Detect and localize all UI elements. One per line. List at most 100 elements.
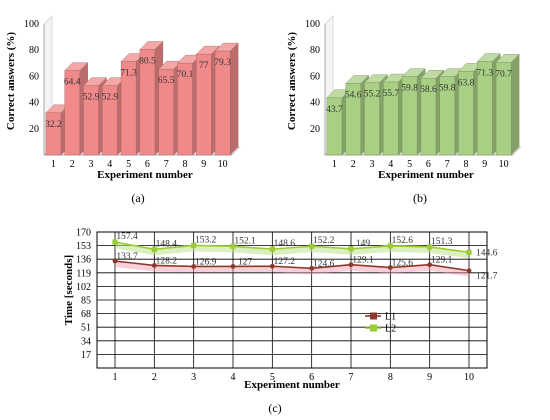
legend-label: L1 [385, 312, 396, 323]
bar [420, 78, 437, 156]
data-label: 151.3 [431, 237, 453, 247]
data-label: 152.1 [234, 236, 256, 246]
legend-label: L2 [385, 324, 396, 335]
data-label: 54.6 [345, 90, 362, 100]
data-label: 152.6 [392, 236, 414, 246]
bar [177, 62, 193, 156]
data-label: 52.9 [101, 93, 118, 103]
y-tick-label: 20 [29, 124, 39, 135]
y-tick-label: 119 [76, 268, 91, 279]
data-point [387, 243, 393, 249]
y-tick-label: 85 [81, 296, 91, 307]
data-point [191, 264, 197, 269]
x-tick-label: 1 [51, 159, 56, 170]
data-label: 148.6 [274, 239, 296, 249]
x-tick-label: 2 [351, 159, 356, 170]
x-tick-label: 10 [499, 159, 509, 170]
bar [45, 112, 62, 156]
data-label: 43.7 [326, 105, 343, 115]
data-label: 32.2 [45, 120, 62, 130]
x-tick-label: 4 [231, 372, 236, 383]
data-label: 80.5 [139, 57, 156, 67]
bar [364, 82, 380, 156]
x-tick-label: 8 [464, 159, 469, 170]
bar [458, 71, 474, 156]
x-tick-label: 8 [183, 159, 188, 170]
data-point [466, 268, 472, 274]
data-label: 148.4 [156, 239, 178, 249]
y-tick-label: 102 [76, 282, 91, 293]
data-label: 129.1 [431, 256, 453, 266]
data-label: 124.6 [313, 259, 335, 269]
x-tick-label: 9 [482, 159, 487, 170]
data-label: 59.8 [439, 84, 456, 94]
x-axis-title-c: Experiment number [244, 379, 340, 391]
x-tick-label: 6 [309, 372, 314, 383]
data-label: 71.3 [120, 69, 137, 79]
data-label: 153.2 [195, 235, 217, 245]
data-point [427, 262, 433, 268]
bar [326, 97, 343, 156]
y-tick-label: 40 [310, 98, 320, 109]
x-tick-label: 5 [126, 159, 131, 170]
x-tick-label: 4 [388, 159, 393, 170]
series-line [114, 241, 470, 254]
data-label: 70.7 [495, 69, 512, 79]
data-point [427, 244, 433, 250]
bar [439, 76, 455, 156]
data-point [191, 242, 197, 249]
y-tick-label: 68 [81, 309, 91, 320]
data-label: 144.6 [476, 248, 498, 258]
data-point [269, 263, 275, 269]
bar [139, 49, 156, 156]
y-axis-title-a: Correct answers (%) [5, 32, 17, 130]
y-tick-label: 60 [29, 71, 39, 82]
data-label: 152.2 [313, 236, 335, 246]
data-point [151, 263, 157, 268]
bar [120, 61, 137, 156]
x-tick-label: 3 [89, 159, 94, 170]
series-line [114, 260, 470, 272]
data-point [269, 246, 275, 252]
data-label: 129.1 [352, 256, 374, 266]
y-tick-label: 80 [310, 45, 320, 56]
y-axis-title-c: Time [seconds] [63, 255, 75, 325]
data-label: 59.8 [401, 84, 418, 94]
x-axis-title-b: Experiment number [378, 169, 474, 181]
y-tick-label: 153 [76, 241, 91, 252]
y-tick-label: 34 [81, 336, 91, 347]
bar [102, 85, 118, 156]
data-label: 133.7 [116, 252, 138, 262]
data-label: 55.2 [364, 90, 381, 100]
x-tick-label: 3 [370, 159, 375, 170]
bar [64, 70, 80, 156]
x-tick-label: 9 [201, 159, 206, 170]
data-label: 79.3 [214, 58, 231, 68]
data-label: 70.1 [177, 70, 194, 80]
data-point [230, 243, 236, 249]
x-tick-label: 7 [349, 372, 354, 383]
data-point [151, 246, 157, 252]
y-tick-label: 51 [81, 323, 91, 334]
bar-chart-a: Correct answers (%) Experiment number (a… [5, 15, 241, 205]
panel-label-b: (b) [413, 191, 427, 205]
data-point [230, 264, 236, 269]
data-point [348, 246, 354, 252]
data-label: 128.2 [156, 256, 178, 266]
panel-label-a: (a) [131, 191, 144, 205]
legend-marker [370, 312, 377, 320]
x-tick-label: 6 [145, 159, 150, 170]
data-label: 71.3 [476, 69, 493, 79]
bar [495, 62, 512, 156]
y-tick-label: 20 [310, 124, 320, 135]
y-axis-title-b: Correct answers (%) [286, 32, 298, 130]
data-label: 149 [356, 239, 371, 249]
bar-chart-b: Correct answers (%) Experiment number (b… [286, 15, 522, 205]
data-point [309, 265, 315, 271]
data-label: 64.4 [64, 78, 81, 88]
bar [383, 81, 399, 156]
data-label: 58.6 [420, 85, 437, 95]
series-band [115, 261, 469, 277]
line-chart-c: Time [seconds] Experiment number (c) 173… [63, 228, 498, 416]
